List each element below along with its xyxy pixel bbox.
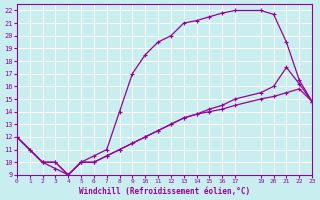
X-axis label: Windchill (Refroidissement éolien,°C): Windchill (Refroidissement éolien,°C) (79, 187, 250, 196)
